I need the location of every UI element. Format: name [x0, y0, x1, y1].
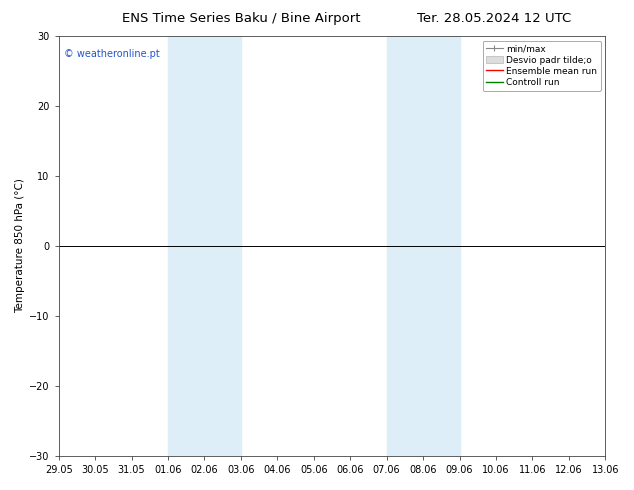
- Text: © weatheronline.pt: © weatheronline.pt: [64, 49, 160, 59]
- Y-axis label: Temperature 850 hPa (°C): Temperature 850 hPa (°C): [15, 179, 25, 314]
- Bar: [387, 36, 423, 456]
- Legend: min/max, Desvio padr tilde;o, Ensemble mean run, Controll run: min/max, Desvio padr tilde;o, Ensemble m…: [482, 41, 601, 91]
- Bar: [423, 36, 460, 456]
- Bar: [168, 36, 204, 456]
- Bar: [204, 36, 241, 456]
- Text: Ter. 28.05.2024 12 UTC: Ter. 28.05.2024 12 UTC: [417, 12, 572, 25]
- Text: ENS Time Series Baku / Bine Airport: ENS Time Series Baku / Bine Airport: [122, 12, 360, 25]
